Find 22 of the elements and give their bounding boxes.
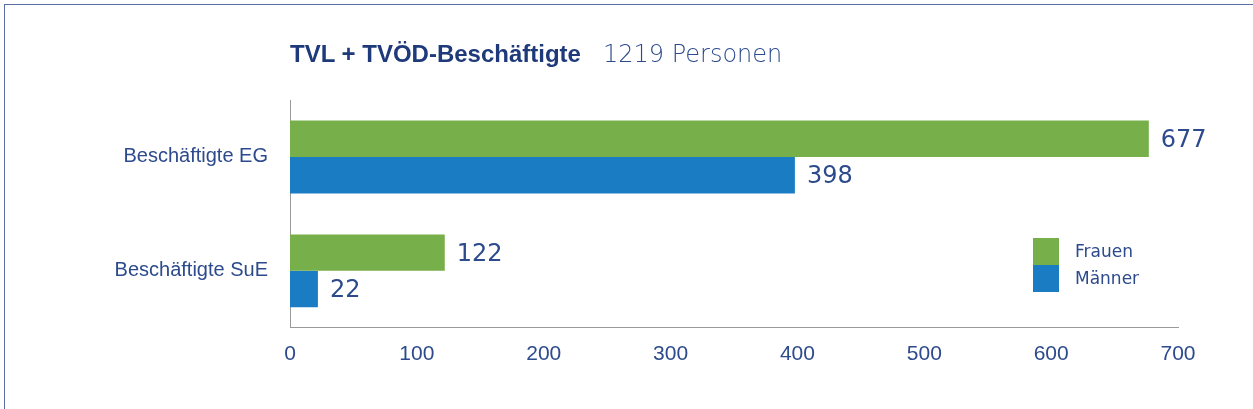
x-tick-label: 700 (1160, 341, 1196, 365)
data-label: 398 (806, 161, 853, 190)
data-label: 677 (1160, 124, 1207, 153)
bar (290, 156, 795, 194)
data-label: 22 (329, 275, 361, 304)
bar (290, 234, 445, 271)
x-tick-label: 300 (653, 341, 689, 365)
x-tick-label: 100 (399, 341, 435, 365)
y-tick-label: Beschäftigte SuE (114, 258, 268, 281)
chart-title: TVL + TVÖD-Beschäftigte (290, 40, 581, 67)
data-label: 122 (456, 238, 503, 267)
x-tick-label: 0 (284, 341, 296, 365)
x-tick-label: 200 (526, 341, 562, 365)
x-tick-label: 600 (1033, 341, 1069, 365)
bar (290, 270, 318, 308)
legend-label: Männer (1075, 268, 1140, 289)
y-tick-label: Beschäftigte EG (123, 144, 268, 167)
legend-label: Frauen (1075, 241, 1133, 262)
bar (290, 120, 1149, 157)
chart-subtitle: 1219 Personen (602, 40, 783, 68)
x-tick-label: 400 (779, 341, 815, 365)
x-tick-label: 500 (906, 341, 942, 365)
